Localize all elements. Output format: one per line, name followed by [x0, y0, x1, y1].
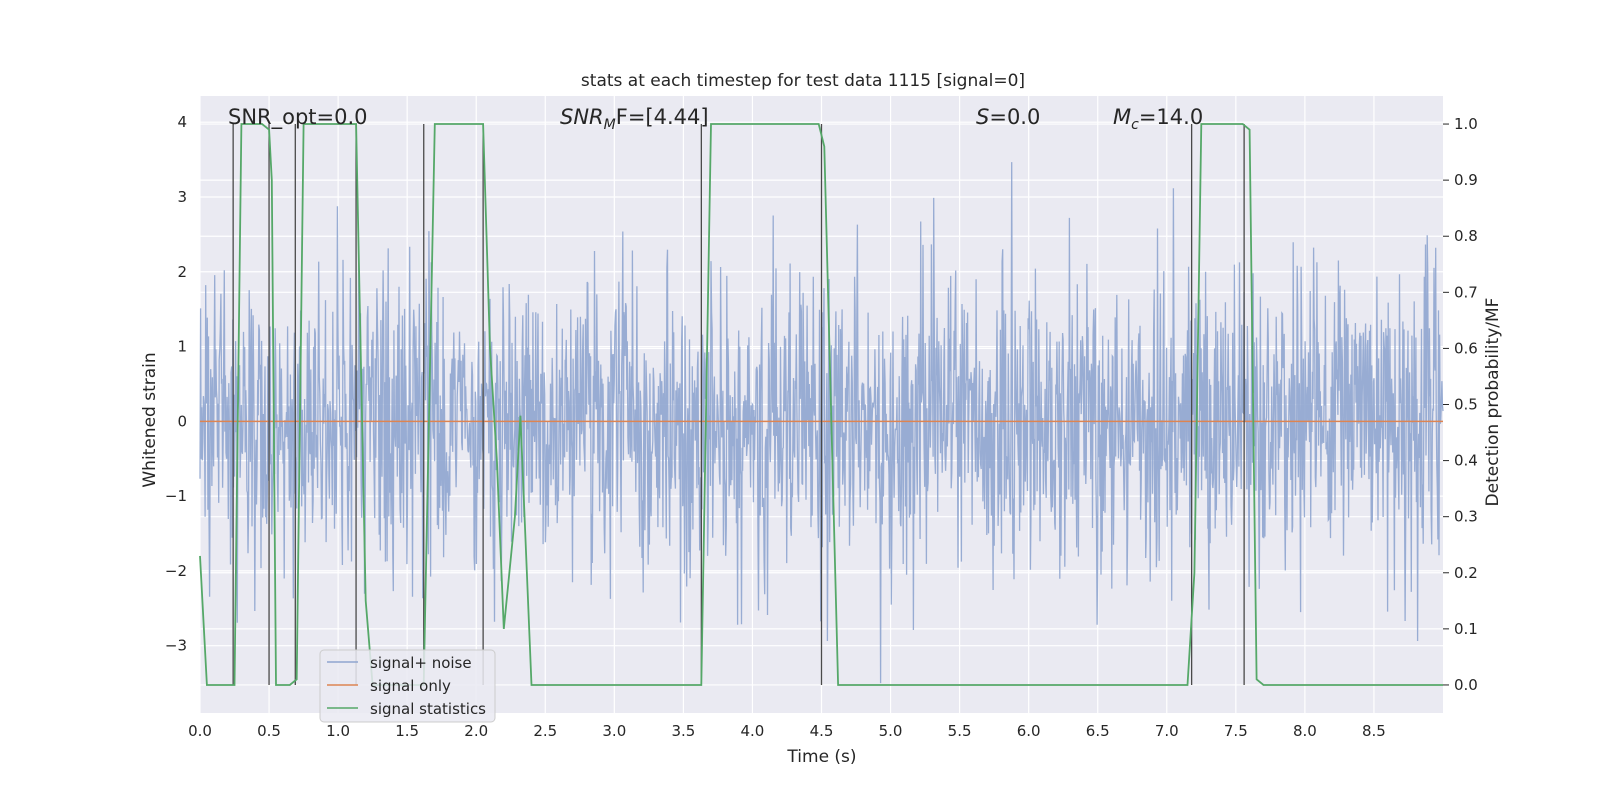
x-tick-14: 7.0	[1155, 722, 1179, 740]
x-tick-9: 4.5	[810, 722, 834, 740]
x-tick-7: 3.5	[671, 722, 695, 740]
annotation-s-main: S	[976, 105, 989, 129]
y-tick-0: 4	[177, 113, 187, 131]
y-right-tick-8: 0.2	[1454, 564, 1478, 582]
x-tick-12: 6.0	[1017, 722, 1041, 740]
y-right-tick-2: 0.8	[1454, 227, 1478, 245]
x-tick-2: 1.0	[326, 722, 350, 740]
y-axis-label: Whitened strain	[140, 352, 160, 487]
annotation-snr-mf: SNRMF=[4.44]	[560, 105, 709, 133]
y-tick-1: 3	[177, 188, 187, 206]
x-tick-13: 6.5	[1086, 722, 1110, 740]
annotation-mc: Mc=14.0	[1113, 105, 1203, 133]
y-tick-2: 2	[177, 263, 187, 281]
y-right-tick-3: 0.7	[1454, 283, 1478, 301]
x-axis-ticks: 0.0 0.5 1.0 1.5 2.0 2.5 3.0 3.5 4.0 4.5 5.0 5.5 6.0 6…	[188, 722, 1386, 740]
x-tick-4: 2.0	[464, 722, 488, 740]
y-right-tick-0: 1.0	[1454, 115, 1478, 133]
annotation-s: S=0.0	[976, 105, 1040, 129]
y-axis-ticks: 4 3 2 1 0 −1 −2 −3	[165, 113, 187, 655]
y-right-tick-9: 0.1	[1454, 620, 1478, 638]
y-tick-3: 1	[177, 338, 187, 356]
x-tick-8: 4.0	[741, 722, 765, 740]
x-tick-3: 1.5	[395, 722, 419, 740]
x-tick-17: 8.5	[1362, 722, 1386, 740]
annotation-s-rest: =0.0	[989, 105, 1040, 129]
y-tick-7: −3	[165, 637, 187, 655]
annotation-snr-mf-sub: M	[604, 117, 616, 133]
y-right-tick-1: 0.9	[1454, 171, 1478, 189]
y-tick-5: −1	[165, 487, 187, 505]
x-axis-label: Time (s)	[786, 747, 856, 767]
x-tick-5: 2.5	[533, 722, 557, 740]
detection-vlines	[232, 124, 1245, 685]
y-axis-right-ticks: 1.0 0.9 0.8 0.7 0.6 0.5 0.4 0.3 0.2 0.1 0.0	[1443, 115, 1478, 694]
y-tick-6: −2	[165, 562, 187, 580]
annotation-mc-sub: c	[1131, 117, 1139, 133]
y-right-tick-4: 0.6	[1454, 339, 1478, 357]
x-tick-16: 8.0	[1293, 722, 1317, 740]
y-right-tick-7: 0.3	[1454, 508, 1478, 526]
annotation-snr-opt: SNR_opt=0.0	[228, 105, 368, 130]
annotation-mc-main: M	[1113, 105, 1131, 129]
annotation-mc-rest: =14.0	[1139, 105, 1203, 129]
x-tick-1: 0.5	[257, 722, 281, 740]
legend-label-signal-only: signal only	[370, 677, 451, 695]
y-axis-right-label: Detection probability/MF	[1483, 298, 1503, 507]
signal-statistics-line	[199, 123, 1443, 686]
y-right-tick-6: 0.4	[1454, 452, 1478, 470]
x-tick-11: 5.5	[948, 722, 972, 740]
annotation-snr-mf-main: SNR	[560, 105, 604, 129]
legend: signal+ noise signal only signal statist…	[319, 649, 496, 723]
signal-statistics-series	[199, 123, 1443, 686]
annotation-snr-mf-rest: F=[4.44]	[616, 105, 709, 129]
x-tick-15: 7.5	[1224, 722, 1248, 740]
legend-box	[319, 649, 496, 723]
y-tick-4: 0	[177, 412, 187, 430]
y-right-tick-10: 0.0	[1454, 676, 1478, 694]
x-tick-10: 5.0	[879, 722, 903, 740]
y-right-tick-5: 0.5	[1454, 396, 1478, 414]
x-tick-6: 3.0	[602, 722, 626, 740]
chart-title: stats at each timestep for test data 111…	[581, 71, 1025, 91]
legend-label-signal-statistics: signal statistics	[370, 700, 486, 718]
legend-label-signal-noise: signal+ noise	[370, 654, 472, 672]
x-tick-0: 0.0	[188, 722, 212, 740]
